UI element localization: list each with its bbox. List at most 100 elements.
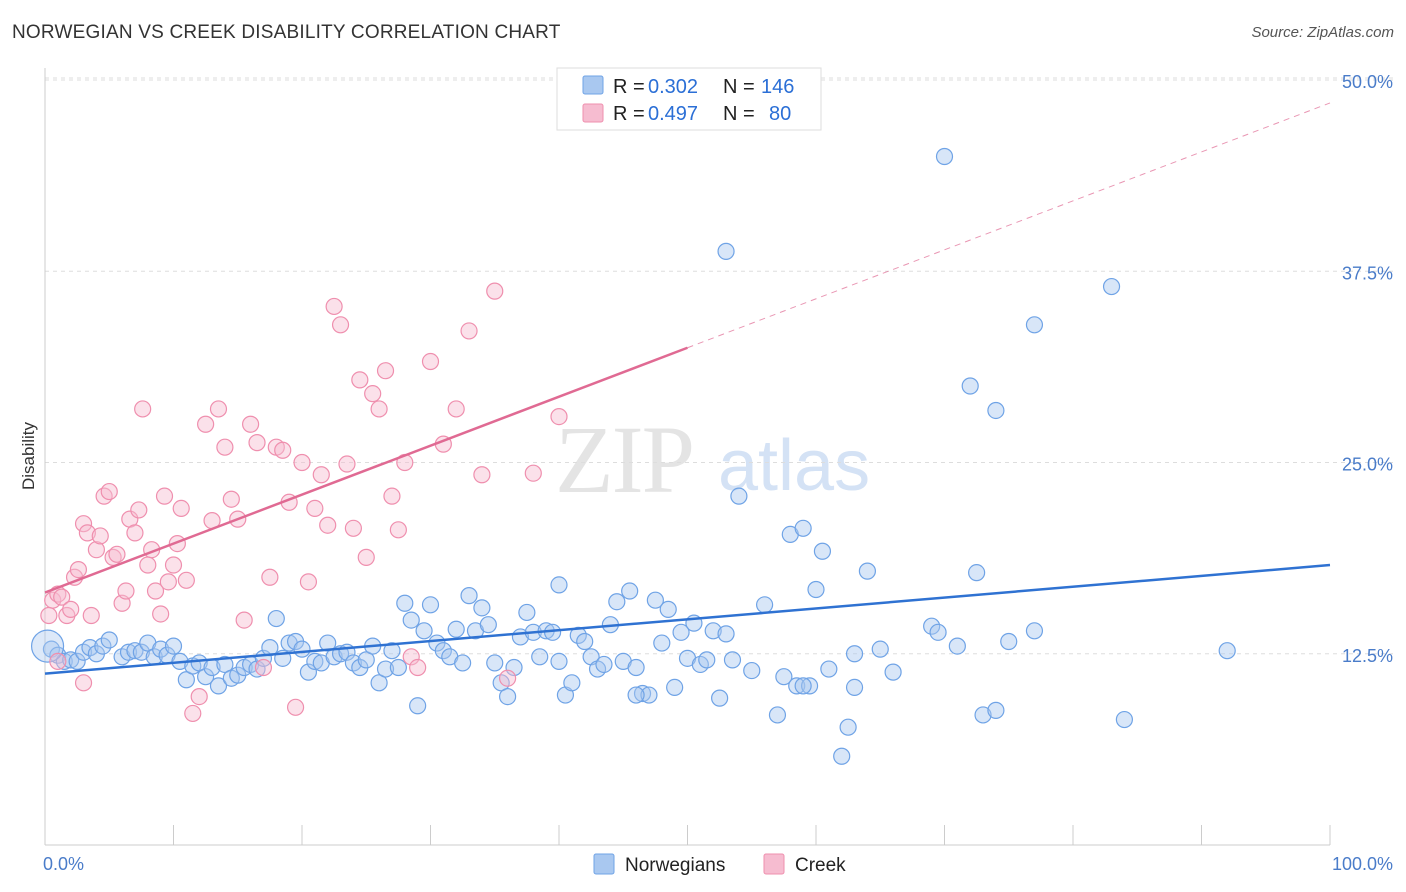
norwegians-point [871,640,889,658]
x-tick-label-max: 100.0% [1332,854,1393,874]
norwegians-point [473,599,491,617]
creek-point [325,297,343,316]
norwegians-point [974,706,992,724]
norwegians-point [454,654,472,672]
legend-bottom-label-creek: Creek [795,855,846,876]
norwegians-point [460,587,478,605]
legend-bottom-label-norwegians: Norwegians [625,855,725,876]
creek-point [338,455,356,473]
chart-source: Source: ZipAtlas.com [1251,24,1394,41]
creek-point [130,501,148,519]
creek-point [216,438,234,456]
norwegians-point [621,582,639,600]
creek-point [376,362,395,380]
norwegians-point [319,634,337,652]
creek-point [190,687,208,706]
creek-point [62,600,80,618]
legend-swatch-creek [582,103,604,123]
norwegians-point [666,678,684,697]
norwegians-point [717,242,735,260]
y-tick-label: 12.5% [1342,646,1393,666]
norwegians-point [833,747,851,765]
creek-point [274,441,292,459]
norwegians-point [447,620,465,638]
creek-point [69,560,88,579]
norwegians-point [948,637,966,655]
norwegians-point [119,643,138,661]
legend-n-value-creek: 80 [769,103,791,125]
norwegians-point [595,655,613,674]
creek-point [473,466,491,484]
y-tick-label: 37.5% [1342,263,1393,283]
legend-r-label-creek: R = [613,103,645,125]
creek-point [108,545,126,563]
norwegians-point [383,642,401,660]
creek-point [351,371,369,389]
norwegians-point [576,632,594,651]
creek-point [402,648,420,666]
norwegians-point [486,654,504,672]
creek-point [460,322,478,340]
norwegians-point [293,640,311,658]
norwegians-point [633,684,652,703]
trend-line-creek [44,346,688,594]
norwegians-point [845,678,864,697]
norwegians-point [267,609,285,628]
norwegians-point [717,625,735,643]
norwegians-point [357,651,375,669]
creek-point [248,434,266,452]
norwegians-point [1102,277,1121,296]
trend-lines [44,102,1331,675]
norwegians-point [376,660,395,678]
norwegians-point [884,663,902,681]
series-creek [40,282,568,723]
creek-point [421,352,440,371]
creek-point [242,415,260,433]
creek-point [344,519,362,537]
norwegians-point [132,643,150,661]
creek-point [78,524,97,542]
norwegians-point [723,651,742,669]
creek-point [389,521,407,539]
norwegians-point [531,648,549,666]
creek-point [82,606,100,625]
creek-point [87,541,106,559]
creek-point [486,282,504,300]
norwegians-point [505,658,523,677]
creek-point [261,568,279,586]
y-tick-labels: 12.5% 25.0% 37.5% 50.0% [1342,72,1393,666]
y-tick-label: 50.0% [1342,72,1393,92]
creek-point [146,582,165,600]
creek-point [139,556,157,574]
creek-point [152,605,170,623]
creek-point [134,400,152,418]
norwegians-point [209,677,228,695]
norwegians-point [402,611,420,629]
norwegians-point [396,594,414,612]
creek-point [40,606,58,625]
norwegians-point [820,660,838,678]
norwegians-point [1115,710,1134,729]
creek-point [100,482,118,501]
x-tick-label-min: 0.0% [43,854,84,874]
norwegians-point [299,663,318,681]
y-axis-title: Disability [19,421,38,490]
norwegians-point [421,596,440,614]
norwegians-point [94,637,112,655]
norwegians-point [1000,632,1018,651]
norwegians-point [1218,642,1236,660]
norwegians-point [550,576,568,594]
creek-point [95,487,113,505]
norwegians-point [813,542,832,560]
norwegians-point [389,658,407,677]
norwegians-point [768,706,787,724]
creek-point [49,652,67,671]
norwegians-point [627,658,645,677]
norwegians-point [698,651,716,669]
norwegians-point [711,689,729,707]
legend-n-label-creek: N = [723,103,755,125]
norwegians-point [216,655,234,674]
creek-point [293,453,311,472]
norwegians-point [653,634,671,652]
norwegians-point [672,623,690,641]
